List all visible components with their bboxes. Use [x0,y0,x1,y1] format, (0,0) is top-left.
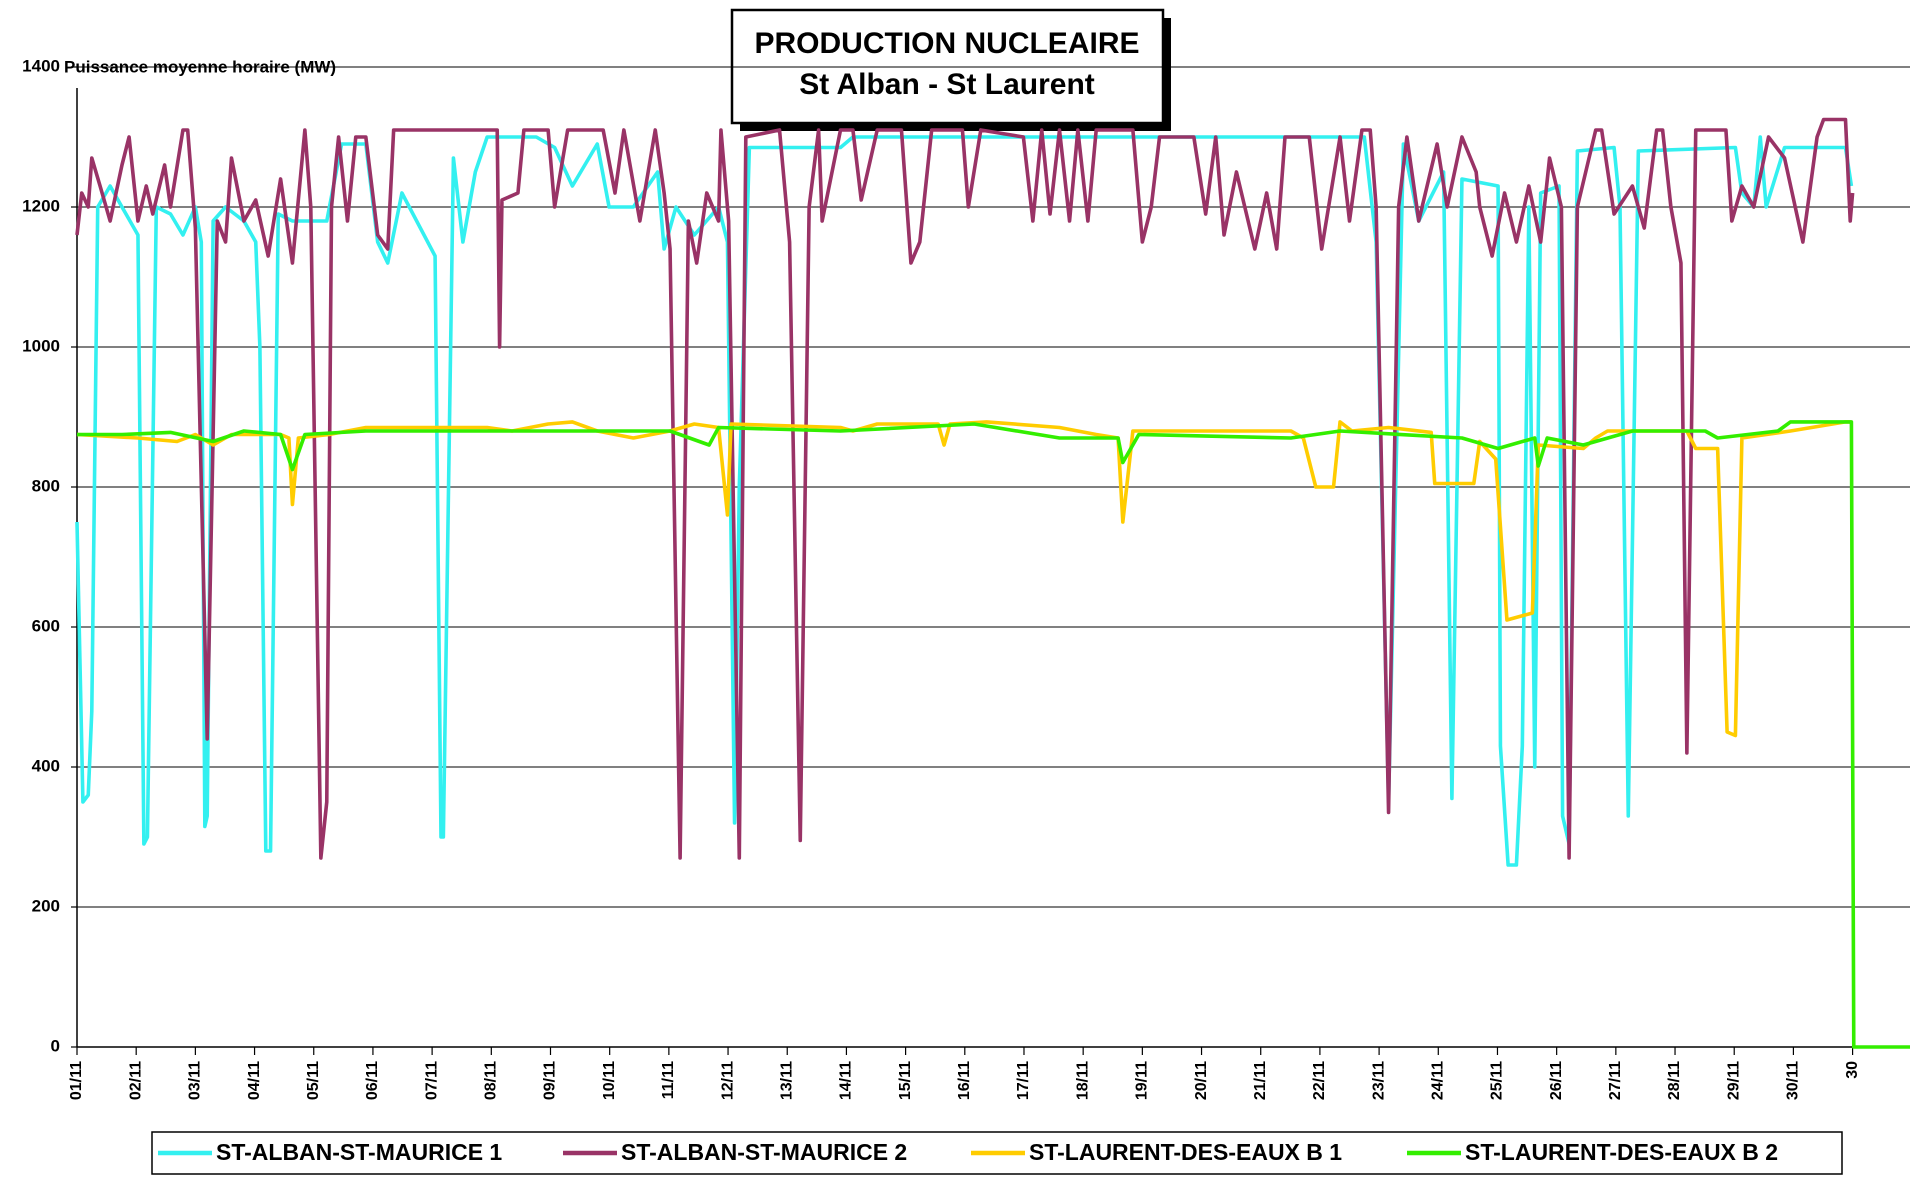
series-line [75,117,1855,860]
x-tick-label: 12/11 [719,1061,736,1100]
y-tick-label: 800 [32,476,60,495]
legend-label: ST-ALBAN-ST-MAURICE 1 [216,1139,502,1165]
x-tick-label: 22/11 [1311,1061,1328,1100]
x-tick-label: 27/11 [1607,1061,1624,1100]
x-tick-label: 04/11 [246,1061,263,1100]
y-tick-label: 200 [32,896,60,915]
x-tick-label: 03/11 [187,1061,204,1100]
x-tick-label: 14/11 [838,1061,855,1100]
x-tick-label: 29/11 [1725,1061,1742,1100]
x-tick-label: 21/11 [1252,1061,1269,1100]
y-tick-label: 1000 [22,336,60,355]
chart-title: PRODUCTION NUCLEAIRE [754,27,1139,60]
x-tick-label: 19/11 [1134,1061,1151,1100]
y-tick-label: 1200 [22,196,60,215]
x-tick-label: 23/11 [1370,1061,1387,1100]
y-tick-label: 0 [51,1036,60,1055]
x-tick-label: 18/11 [1074,1061,1091,1100]
x-tick-label: 01/11 [68,1061,85,1100]
x-tick-label: 17/11 [1015,1061,1032,1100]
x-tick-label: 26/11 [1548,1061,1565,1100]
legend-label: ST-ALBAN-ST-MAURICE 2 [621,1139,907,1165]
series-line [76,420,1852,738]
x-tick-label: 07/11 [423,1061,440,1100]
chart-subtitle: St Alban - St Laurent [799,68,1095,101]
x-tick-label: 28/11 [1666,1061,1683,1100]
x-tick-label: 06/11 [364,1061,381,1100]
x-tick-label: 10/11 [601,1061,618,1100]
x-tick-label: 09/11 [542,1061,559,1100]
legend-label: ST-LAURENT-DES-EAUX B 1 [1029,1139,1342,1165]
x-tick-label: 02/11 [127,1061,144,1100]
y-tick-label: 600 [32,616,60,635]
x-tick-label: 24/11 [1430,1061,1447,1100]
x-tick-label: 30/11 [1785,1061,1802,1100]
x-tick-label: 16/11 [956,1061,973,1100]
y-tick-label: 1400 [22,56,60,75]
legend-label: ST-LAURENT-DES-EAUX B 2 [1465,1139,1778,1165]
x-tick-label: 30 [1844,1061,1861,1079]
legend-box [151,1131,1843,1175]
x-tick-label: 13/11 [778,1061,795,1100]
x-tick-label: 20/11 [1193,1061,1210,1100]
series-line [75,135,1854,867]
x-tick-label: 15/11 [897,1061,914,1100]
series-line [77,420,1910,1049]
x-tick-label: 05/11 [305,1061,322,1100]
x-tick-label: 08/11 [483,1061,500,1100]
y-tick-label: 400 [32,756,60,775]
x-tick-label: 25/11 [1489,1061,1506,1100]
x-tick-label: 11/11 [660,1061,677,1099]
